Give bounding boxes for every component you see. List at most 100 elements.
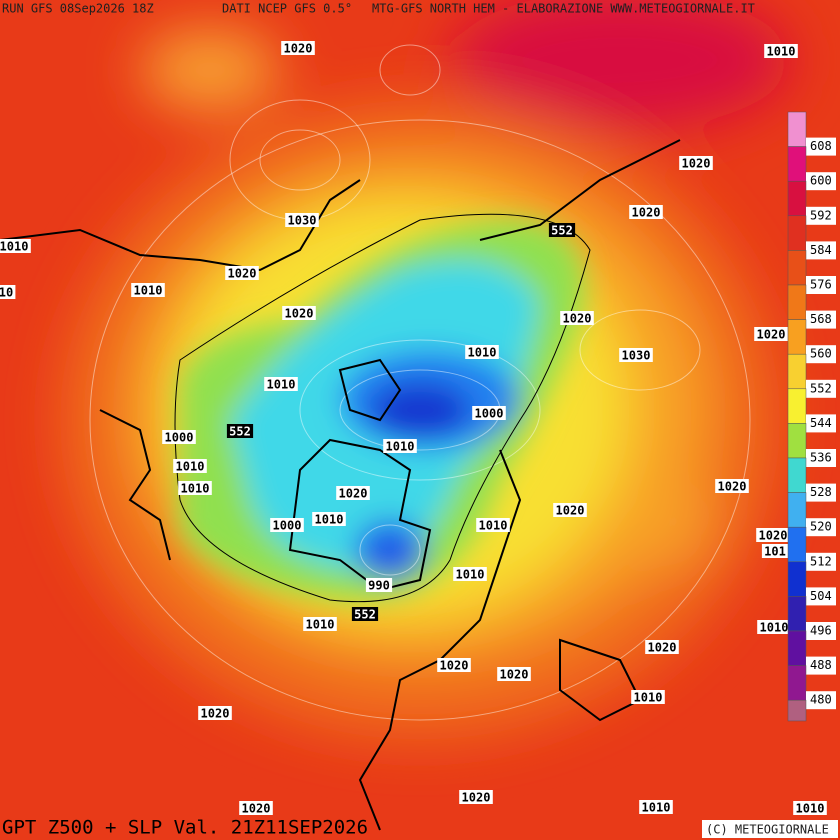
contour-label-box: [351, 607, 379, 621]
contour-label: 1000: [165, 431, 194, 445]
colorbar-swatch: [787, 319, 807, 355]
colorbar-swatch: [787, 492, 807, 528]
low-field: [180, 220, 584, 600]
colorbar: 608 600 592 584 576 568 560 552 544 536 528 520 512 5…: [787, 111, 836, 722]
colorbar-label: 528: [810, 485, 832, 499]
colorbar-swatch: [787, 111, 807, 147]
contour-label: 1010: [176, 460, 205, 474]
colorbar-label: 584: [810, 243, 832, 257]
colorbar-swatch: [787, 423, 807, 459]
contour-label: 1020: [648, 641, 677, 655]
contour-label: 1020: [682, 157, 711, 171]
colorbar-swatch: [787, 526, 807, 563]
contour-label-box: [365, 578, 393, 592]
contour-label: 1020: [759, 529, 788, 543]
colorbar-label-bg: [806, 206, 836, 225]
contour-label: 1020: [339, 487, 368, 501]
colorbar-label: 544: [810, 416, 832, 430]
contour-label: 1010: [642, 801, 671, 815]
colorbar-label-bg: [806, 691, 836, 710]
contour-label-box: [173, 459, 207, 473]
contour-label: 1020: [718, 480, 747, 494]
colorbar-label: 560: [810, 347, 832, 361]
contour-label-box: [162, 430, 196, 444]
colorbar-label: 496: [810, 624, 832, 638]
colorbar-label: 568: [810, 312, 832, 326]
colorbar-label: 608: [810, 139, 832, 153]
contour-label: 552: [551, 224, 573, 238]
contour-label: 1010: [267, 378, 296, 392]
colorbar-label-bg: [806, 483, 836, 502]
contour-labels: 1020 101010201020103055210101020101010102…: [0, 41, 827, 816]
contour-label-box: [465, 345, 499, 359]
contour-552: [174, 213, 591, 603]
contour-label-box: [629, 205, 663, 219]
colorbar-swatch: [787, 561, 807, 597]
contour-label-box: [285, 213, 319, 227]
contour-label-box: [560, 311, 594, 325]
copyright: (C) METEOGIORNALE: [706, 823, 829, 837]
contour-label-box: [282, 306, 316, 320]
contour-label: 1020: [228, 267, 257, 281]
contour-label-box: [476, 518, 510, 532]
colorbar-swatch: [787, 284, 807, 320]
colorbar-label-bg: [806, 622, 836, 640]
colorbar-label-bg: [806, 414, 836, 433]
colorbar-label-bg: [806, 518, 836, 537]
contour-label-box: [619, 348, 653, 362]
contour-label: 1010: [634, 691, 663, 705]
contour-label: 1020: [440, 659, 469, 673]
contour-label-box: [497, 667, 531, 681]
colorbar-label-bg: [806, 656, 836, 675]
contour-label: 1000: [273, 519, 302, 533]
contour-label: 1020: [242, 802, 271, 816]
contour-label-box: [270, 518, 304, 532]
contour-label-box: [178, 481, 212, 495]
contour-label: 1020: [556, 504, 585, 518]
colorbar-swatch: [787, 630, 807, 666]
footer-title: GPT Z500 + SLP Val. 21Z11SEP2026: [2, 817, 368, 839]
contour-label-box: [383, 439, 417, 453]
contour-label: 1010: [796, 802, 825, 816]
colorbar-label-bg: [806, 379, 836, 398]
colorbar-label: 600: [810, 174, 832, 188]
colorbar-end: [787, 699, 807, 722]
contour-label: 552: [229, 425, 251, 439]
contour-label: 1010: [479, 519, 508, 533]
contour-label-box: [631, 690, 665, 704]
contour-label-box: [225, 266, 259, 280]
colorbar-label: 504: [810, 589, 832, 603]
colorbar-label-bg: [806, 137, 836, 156]
contour-label-box: [756, 528, 790, 542]
contour-label-box: [757, 620, 791, 634]
contour-label-box: [553, 503, 587, 517]
contour-label-box: [754, 327, 788, 341]
contour-label-box: [226, 424, 254, 438]
colorbar-swatch: [787, 596, 807, 632]
contour-label-box: [239, 801, 273, 815]
contour-label-box: [131, 283, 165, 297]
contour-label: 101: [764, 545, 786, 559]
colorbar-label: 592: [810, 208, 832, 222]
contour-label: 552: [354, 608, 376, 622]
contour-label-box: [264, 377, 298, 391]
contour-label: 1010: [306, 618, 335, 632]
contour-label-box: [793, 801, 827, 815]
contour-label: 1020: [201, 707, 230, 721]
colorbar-label: 576: [810, 278, 832, 292]
colorbar-label-bg: [806, 552, 836, 571]
colorbar-swatch: [787, 388, 807, 424]
colorbar-label-bg: [806, 449, 836, 467]
contour-label: 990: [368, 579, 390, 593]
contour-label: 1010: [134, 284, 163, 298]
contour-label: 1010: [0, 240, 28, 254]
contour-label: 1030: [288, 214, 317, 228]
colorbar-label: 520: [810, 520, 832, 534]
isobars: [89, 44, 751, 721]
contour-label-box: [453, 567, 487, 581]
contour-label-box: [312, 512, 346, 526]
contour-label-box: [281, 41, 315, 55]
colorbar-label-bg: [806, 172, 836, 191]
